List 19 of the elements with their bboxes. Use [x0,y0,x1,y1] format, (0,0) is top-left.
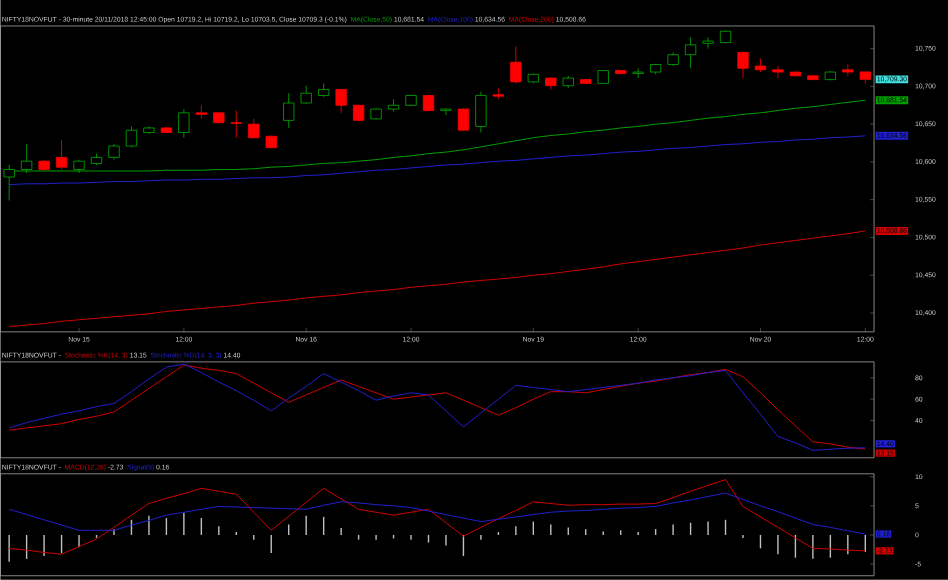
candlestick [300,85,312,105]
candlestick [737,51,749,79]
candlestick [772,65,784,79]
candlestick [55,139,68,170]
candlestick [178,108,190,139]
candlestick [510,46,522,84]
candlestick [702,37,714,50]
candlestick [20,143,33,174]
candlestick [248,118,260,140]
candlestick [335,88,347,114]
candlestick [440,108,452,116]
line-series [8,479,866,555]
candlestick [195,105,207,120]
candlestick [475,91,487,133]
candlestick [230,110,242,139]
candlestick [283,92,295,129]
candlestick [125,126,138,149]
candlestick [684,37,697,69]
line-series [8,135,866,186]
